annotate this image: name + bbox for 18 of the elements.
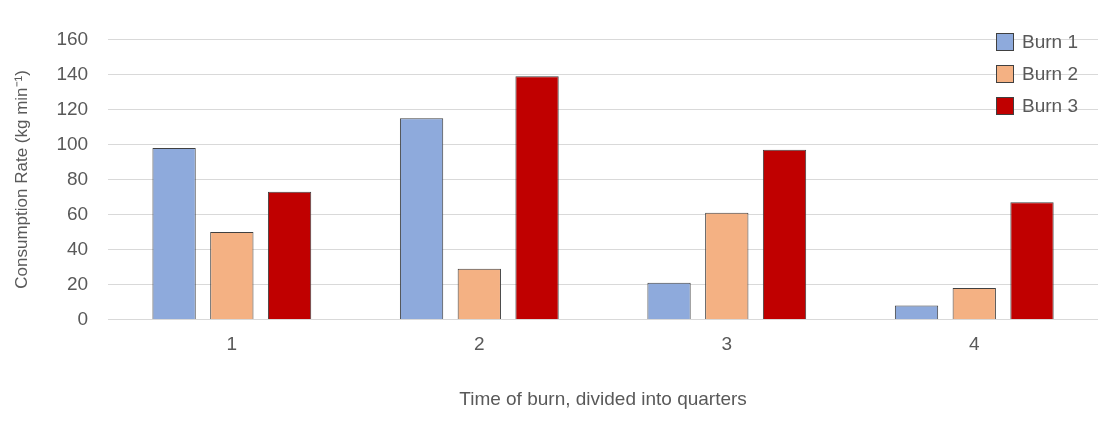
- legend-label: Burn 2: [1022, 63, 1078, 85]
- x-tick-label: 2: [474, 333, 485, 355]
- y-tick-label: 40: [66, 237, 89, 259]
- y-tick-label: 100: [56, 132, 89, 154]
- x-tick-label: 1: [226, 333, 238, 355]
- y-tick-label: 60: [66, 202, 89, 224]
- x-tick-label: 3: [721, 333, 733, 355]
- y-tick-label: 160: [56, 27, 89, 49]
- y-tick-label: 20: [66, 272, 89, 294]
- x-tick-label: 4: [968, 333, 980, 355]
- y-axis-title: Consumption Rate (kg min⁻¹): [11, 70, 31, 289]
- y-tick-label: 80: [66, 167, 89, 189]
- legend-label: Burn 1: [1022, 31, 1078, 53]
- x-axis-title: Time of burn, divided into quarters: [459, 387, 747, 409]
- legend-label: Burn 3: [1022, 95, 1078, 117]
- y-tick-label: 0: [77, 307, 89, 329]
- y-tick-label: 120: [56, 97, 89, 119]
- y-tick-label: 140: [56, 62, 89, 84]
